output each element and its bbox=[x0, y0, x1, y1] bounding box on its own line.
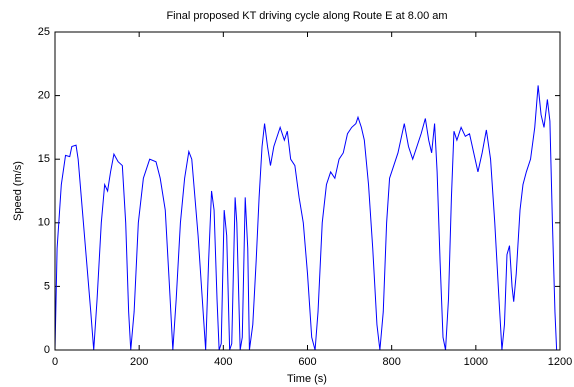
x-tick-label: 0 bbox=[52, 356, 58, 368]
x-tick-label: 800 bbox=[382, 356, 400, 368]
x-tick-label: 200 bbox=[130, 356, 148, 368]
y-tick-label: 15 bbox=[38, 153, 50, 165]
y-axis-label: Speed (m/s) bbox=[12, 161, 24, 221]
y-tick-label: 20 bbox=[38, 90, 50, 102]
chart-title: Final proposed KT driving cycle along Ro… bbox=[166, 10, 447, 22]
x-tick-label: 1000 bbox=[464, 356, 488, 368]
y-tick-label: 10 bbox=[38, 217, 50, 229]
data-line bbox=[54, 85, 558, 351]
x-tick-label: 400 bbox=[214, 356, 232, 368]
axes-frame bbox=[54, 31, 561, 351]
y-tick-label: 5 bbox=[44, 280, 50, 292]
x-tick-label: 600 bbox=[298, 356, 316, 368]
x-tick-label: 1200 bbox=[548, 356, 572, 368]
x-axis-label: Time (s) bbox=[287, 373, 327, 385]
y-tick-label: 0 bbox=[44, 344, 50, 356]
y-tick-label: 25 bbox=[38, 26, 50, 38]
